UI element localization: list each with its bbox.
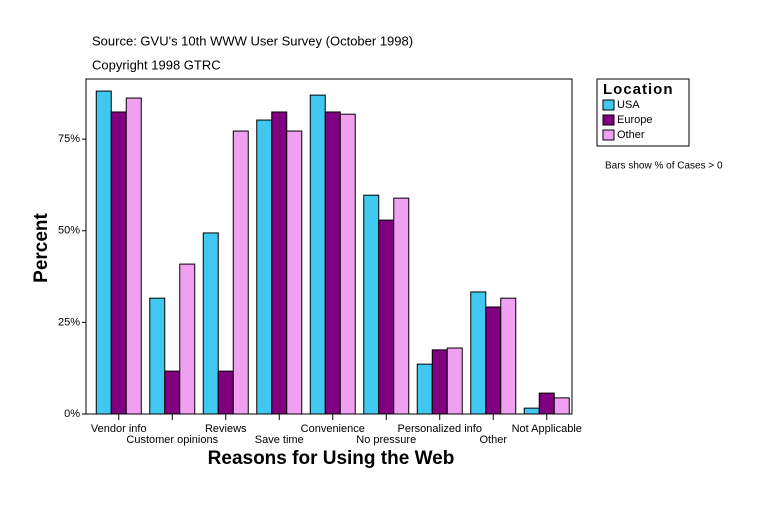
bar: [485, 306, 502, 415]
note: Bars show % of Cases > 0: [605, 161, 723, 172]
bar: [202, 232, 219, 415]
bar: [538, 392, 555, 415]
bar: [256, 119, 273, 415]
y-tick-label: 0%: [64, 408, 80, 420]
bar: [339, 113, 356, 415]
bar: [363, 194, 380, 415]
bar: [446, 347, 463, 415]
bar: [271, 111, 288, 415]
legend-label: USA: [617, 99, 640, 111]
bar: [500, 297, 517, 415]
y-axis-title: Percent: [31, 212, 52, 282]
legend-swatch: [602, 99, 615, 111]
x-tick-label: Save time: [255, 434, 304, 446]
y-tick-label: 25%: [58, 316, 80, 328]
x-tick-label: Reviews: [205, 423, 247, 435]
x-tick-label: Customer opinions: [126, 434, 218, 446]
y-tick-label: 50%: [58, 225, 80, 237]
x-tick-label: Other: [479, 434, 507, 446]
bar: [309, 94, 326, 415]
bar: [149, 297, 166, 415]
bar: [95, 90, 112, 415]
x-tick-label: Vendor info: [91, 423, 147, 435]
bar: [286, 130, 303, 415]
x-tick-label: Not Applicable: [512, 423, 582, 435]
bar: [232, 130, 249, 415]
bar: [179, 263, 196, 415]
bar: [523, 407, 540, 415]
x-tick-label: Personalized info: [398, 423, 482, 435]
legend-swatch: [602, 129, 615, 141]
bar: [431, 349, 448, 415]
bar: [110, 111, 127, 415]
x-axis-title: Reasons for Using the Web: [208, 448, 455, 469]
x-tick-label: Convenience: [301, 423, 365, 435]
legend-label: Other: [617, 129, 645, 141]
bar: [470, 291, 487, 415]
bar: [378, 219, 395, 415]
bar: [125, 97, 142, 415]
bar: [416, 363, 433, 415]
bar: [393, 197, 410, 415]
bar: [217, 370, 234, 415]
bar: [553, 397, 570, 415]
legend-label: Europe: [617, 114, 652, 126]
bar: [324, 111, 341, 415]
bar: [164, 370, 181, 415]
legend-title: Location: [603, 81, 674, 98]
chart-title: Source: GVU's 10th WWW User Survey (Octo…: [92, 33, 413, 48]
x-tick-label: No pressure: [356, 434, 416, 446]
chart-subtitle: Copyright 1998 GTRC: [92, 57, 221, 72]
y-tick-label: 75%: [58, 133, 80, 145]
legend-swatch: [602, 114, 615, 126]
